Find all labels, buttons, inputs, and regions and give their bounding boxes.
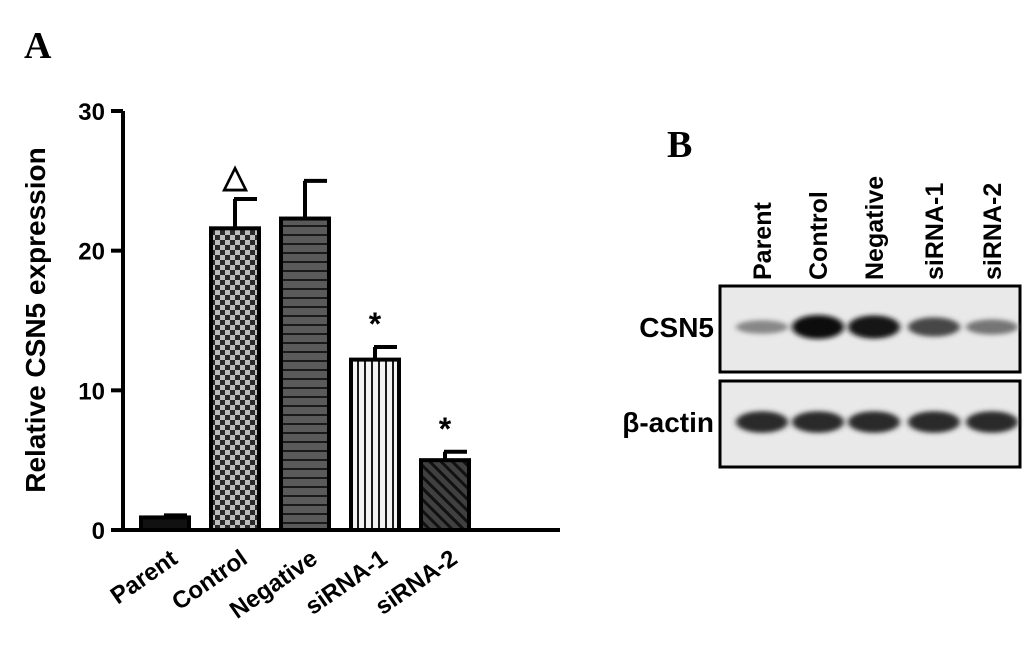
bar-sirna-2 [419, 458, 471, 532]
significance-marker: * [439, 411, 452, 447]
bars: △ * * [139, 158, 471, 532]
blot-lane-label: siRNA-2 [979, 183, 1007, 280]
panel-a-label: A [24, 25, 52, 67]
blot-band [792, 315, 844, 339]
blot-band [736, 320, 788, 334]
blot-band [848, 315, 900, 339]
bar-sirna-1 [349, 357, 401, 532]
bar-parent [139, 515, 191, 532]
blot-lane-label: Negative [861, 176, 889, 280]
y-tick-label: 10 [78, 378, 105, 405]
y-tick-label: 0 [92, 518, 105, 545]
blot-band [792, 411, 844, 433]
blot-row-beta-actin: β-actin [622, 379, 1022, 469]
y-axis: 0 10 20 30 [78, 99, 560, 545]
blot-row-label: β-actin [622, 407, 714, 438]
blot-band [908, 317, 960, 337]
blot-rows: CSN5 β-actin [622, 284, 1022, 469]
blot-band [908, 411, 960, 433]
western-blot: Parent Control Negative siRNA-1 siRNA-2 CSN5… [622, 176, 1022, 469]
blot-band [848, 411, 900, 433]
y-tick-label: 30 [78, 99, 105, 126]
blot-lane-labels: Parent Control Negative siRNA-1 siRNA-2 [749, 176, 1007, 280]
blot-lane-label: Control [805, 191, 833, 280]
significance-marker: △ [222, 158, 249, 194]
significance-marker: * [369, 306, 382, 342]
panel-b-label: B [667, 124, 692, 166]
bar-control [209, 226, 261, 532]
blot-band [736, 411, 788, 433]
bar-chart: Relative CSN5 expression 0 10 20 30 △ * * Par… [20, 99, 560, 624]
blot-band [966, 411, 1018, 433]
y-tick-label: 20 [78, 239, 105, 266]
y-axis-label: Relative CSN5 expression [20, 147, 51, 493]
blot-lane-label: siRNA-1 [921, 183, 949, 280]
blot-row-csn5: CSN5 [639, 284, 1022, 374]
blot-row-label: CSN5 [639, 312, 714, 343]
bar-negative [279, 216, 331, 532]
blot-lane-label: Parent [749, 202, 777, 280]
blot-band [966, 319, 1018, 335]
